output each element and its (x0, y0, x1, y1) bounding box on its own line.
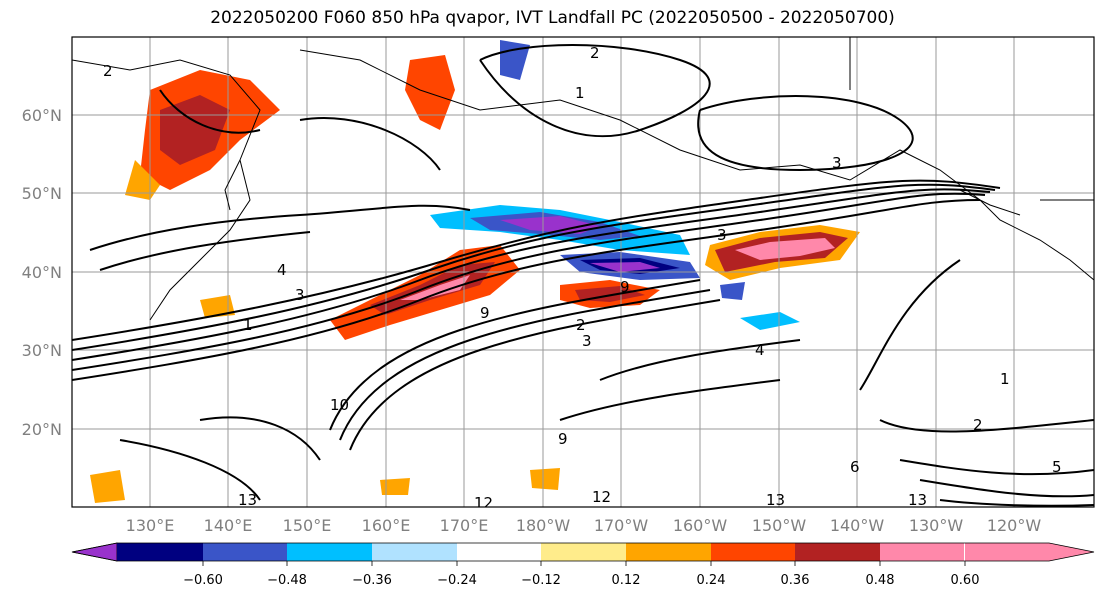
colorbar-segment (795, 543, 880, 561)
contour-label: 9 (558, 430, 568, 448)
lon-label: 160°W (673, 516, 728, 535)
colorbar-segment (287, 543, 372, 561)
lon-label: 120°W (987, 516, 1042, 535)
colorbar-tick-label: 0.24 (697, 573, 726, 588)
lat-label-30n: 30°N (22, 341, 62, 360)
qvapor-shading (90, 40, 860, 503)
colorbar-outline (71, 542, 1095, 562)
lon-label: 140°E (204, 516, 253, 535)
lon-label: 160°E (362, 516, 411, 535)
contour-label: 3 (295, 286, 305, 304)
contour-label: 13 (766, 491, 785, 509)
contour-label: 2 (103, 62, 113, 80)
lon-label: 150°W (752, 516, 807, 535)
contour-label: 4 (755, 341, 765, 359)
lon-label: 180°W (516, 516, 571, 535)
colorbar-ticks (202, 561, 966, 566)
lat-labels: 60°N 50°N 40°N 30°N 20°N (22, 106, 62, 439)
ivt-contours (72, 44, 1094, 507)
contour-label: 5 (1052, 458, 1062, 476)
contour-label: 6 (850, 458, 860, 476)
contour-label: 4 (277, 261, 287, 279)
colorbar-segment (880, 543, 964, 561)
contour-label: 2 (973, 416, 983, 434)
contour-label: 13 (908, 491, 927, 509)
colorbar-tick-label: −0.12 (521, 573, 561, 588)
contour-label: 3 (717, 226, 727, 244)
colorbar-arrow-high (965, 543, 1094, 561)
colorbar-segment (117, 543, 203, 561)
colorbar-tick-label: 0.48 (866, 573, 895, 588)
colorbar-tick-label: −0.36 (352, 573, 392, 588)
contour-label: 10 (330, 396, 349, 414)
lon-labels: 130°E 140°E 150°E 160°E 170°E 180°W 170°… (126, 516, 1042, 535)
lon-label: 170°E (440, 516, 489, 535)
colorbar-segment (626, 543, 711, 561)
lon-label: 140°W (830, 516, 885, 535)
colorbar-segment (541, 543, 626, 561)
contour-label: 12 (592, 488, 611, 506)
contour-label: 1 (575, 84, 585, 102)
chart-title: 2022050200 F060 850 hPa qvapor, IVT Land… (210, 8, 895, 28)
contour-label: 1 (1000, 370, 1010, 388)
colorbar-segment (711, 543, 795, 561)
contour-label: 9 (480, 304, 490, 322)
map-frame (71, 36, 1095, 508)
contour-label: 1 (243, 316, 253, 334)
contour-label-group: 2 2 1 3 4 3 1 3 9 9 2 3 10 9 4 1 2 5 6 1… (103, 44, 1062, 512)
lon-label: 150°E (283, 516, 332, 535)
colorbar-arrow-low (71, 542, 118, 562)
contour-label: 2 (590, 44, 600, 62)
colorbar-segment (457, 543, 541, 561)
colorbar-tick-label: −0.48 (267, 573, 307, 588)
graticule (72, 37, 1094, 507)
lat-label-40n: 40°N (22, 263, 62, 282)
lon-label: 130°E (126, 516, 175, 535)
lat-label-50n: 50°N (22, 184, 62, 203)
contour-label: 12 (474, 494, 493, 512)
colorbar-tick-label: −0.24 (437, 573, 477, 588)
colorbar-segment (203, 543, 287, 561)
lon-label: 130°W (909, 516, 964, 535)
colorbar-tick-label: 0.60 (951, 573, 980, 588)
colorbar-tick-label: 0.12 (612, 573, 641, 588)
colorbar: −0.60 −0.48 −0.36 −0.24 −0.12 0.12 0.24 … (71, 542, 1095, 588)
contour-label: 9 (620, 278, 630, 296)
colorbar-tick-label: −0.60 (183, 573, 223, 588)
lon-label: 170°W (594, 516, 649, 535)
lat-label-20n: 20°N (22, 420, 62, 439)
lat-label-60n: 60°N (22, 106, 62, 125)
contour-label: 13 (238, 491, 257, 509)
contour-label: 3 (582, 332, 592, 350)
contour-label: 2 (576, 316, 586, 334)
colorbar-segment (372, 543, 457, 561)
contour-label: 3 (832, 154, 842, 172)
colorbar-tick-label: 0.36 (781, 573, 810, 588)
